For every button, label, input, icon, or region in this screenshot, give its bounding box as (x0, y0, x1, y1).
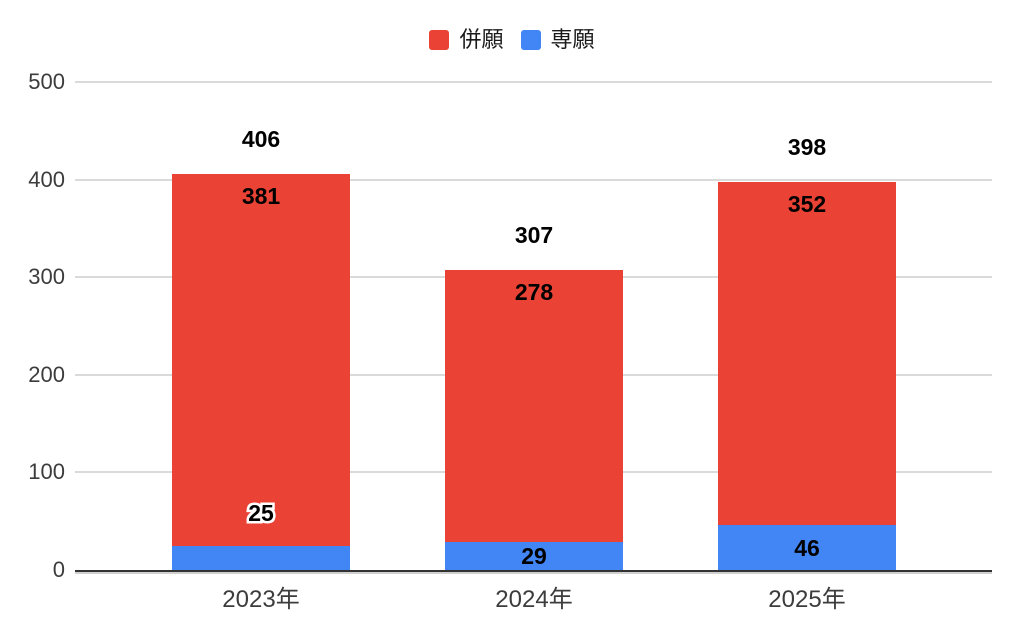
bar-segment-blue[interactable] (718, 525, 896, 570)
y-tick-label: 200 (28, 361, 65, 387)
legend-label: 併願 (459, 27, 504, 52)
y-tick-label: 300 (28, 264, 65, 290)
total-label: 307 (514, 222, 554, 249)
total-label: 406 (241, 125, 281, 152)
y-tick-label: 0 (52, 557, 65, 582)
bar-group-2025年 (718, 181, 896, 570)
bar-segment-red[interactable] (445, 270, 623, 542)
y-axis: 0 100 200 300 400 500 (0, 69, 65, 582)
y-tick-label: 100 (28, 459, 65, 485)
x-axis: 2023年 2024年 2025年 (75, 579, 992, 613)
bar-segment-blue[interactable] (172, 545, 350, 570)
gridline-400 (75, 178, 992, 181)
plot-area: 406 381 25 307 278 29 398 352 46 (75, 81, 992, 572)
x-tick-label: 2025年 (768, 586, 846, 613)
legend-swatch-blue (520, 30, 541, 50)
legend-label: 専願 (550, 27, 595, 52)
legend-item-sengan[interactable]: 専願 (520, 27, 595, 52)
x-tick-label: 2023年 (222, 586, 300, 613)
bar-segment-red[interactable] (718, 181, 896, 526)
bar-group-2023年 (172, 173, 350, 570)
y-tick-label: 500 (28, 69, 65, 94)
x-tick-label: 2024年 (495, 586, 573, 613)
y-tick-label: 400 (28, 166, 65, 192)
legend-swatch-red (429, 30, 450, 50)
bar-group-2024年 (445, 270, 623, 570)
total-label: 398 (787, 133, 827, 160)
legend-item-heigan[interactable]: 併願 (429, 27, 504, 52)
bar-segment-red[interactable] (172, 173, 350, 546)
x-axis-baseline (75, 570, 992, 572)
chart-legend: 併願 専願 (0, 28, 1024, 52)
bar-segment-blue[interactable] (445, 541, 623, 570)
gridline-500 (75, 81, 992, 83)
